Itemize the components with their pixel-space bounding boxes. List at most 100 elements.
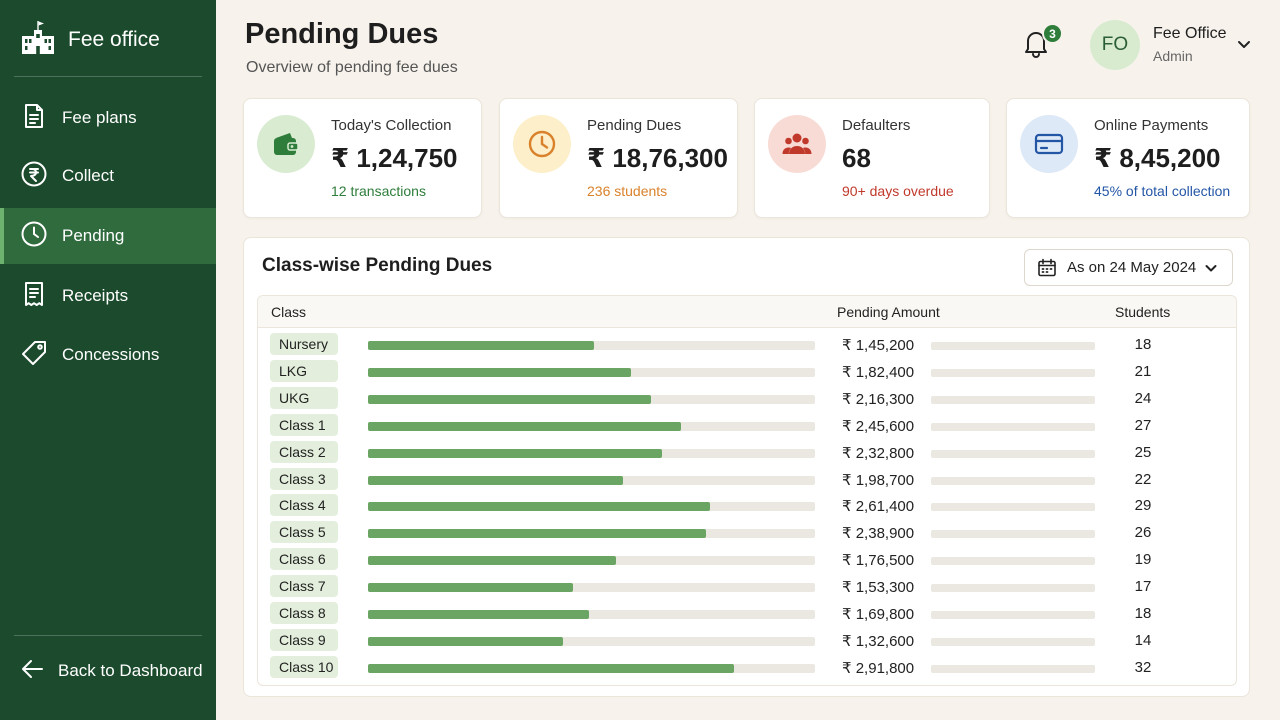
pending-bar-fill xyxy=(368,663,735,673)
class-chip: Class 3 xyxy=(270,467,338,490)
pending-bar-fill xyxy=(368,475,623,485)
pending-amount: ₹ 2,45,600 xyxy=(842,417,915,435)
calendar-icon xyxy=(1038,258,1056,276)
student-count: 18 xyxy=(1134,336,1152,353)
table-row[interactable]: Class 2 ₹ 2,32,800 25 xyxy=(258,439,1236,466)
table-row[interactable]: Class 5 ₹ 2,38,900 26 xyxy=(258,519,1236,546)
sidebar-divider xyxy=(14,76,202,77)
notifications-button[interactable] xyxy=(1022,28,1054,60)
student-count: 17 xyxy=(1134,578,1152,596)
pending-bar-track xyxy=(368,556,815,566)
column-header-class: Class xyxy=(271,304,307,320)
pending-bar-track xyxy=(368,475,815,485)
amount-bar-track xyxy=(931,395,1095,404)
student-count: 25 xyxy=(1134,443,1152,461)
student-count: 24 xyxy=(1134,389,1152,407)
pending-amount: ₹ 1,76,500 xyxy=(842,552,915,570)
pending-bar-fill xyxy=(368,636,563,646)
amount-bar-track xyxy=(931,503,1095,512)
student-count: 18 xyxy=(1134,605,1152,622)
class-chip: Nursery xyxy=(270,333,338,355)
credit-card-icon xyxy=(1020,115,1078,173)
stat-value: ₹ 18,76,300 xyxy=(587,143,728,173)
amount-bar-track xyxy=(931,557,1095,566)
student-count: 14 xyxy=(1134,631,1152,649)
student-count: 27 xyxy=(1134,416,1152,434)
pending-bar-track xyxy=(368,636,815,646)
sidebar-item-concessions[interactable]: Concessions xyxy=(0,327,216,383)
stat-label: Today's Collection xyxy=(331,117,452,134)
user-role: Admin xyxy=(1153,48,1193,64)
student-count: 21 xyxy=(1134,362,1152,380)
sidebar-item-label: Pending xyxy=(62,226,125,245)
class-chip: Class 2 xyxy=(270,440,338,463)
stat-subtext: 45% of total collection xyxy=(1094,183,1231,199)
stat-card-todays-collection: Today's Collection ₹ 1,24,750 12 transac… xyxy=(243,98,482,218)
school-building-icon xyxy=(20,20,56,61)
pending-bar-track xyxy=(368,583,815,593)
user-menu-chevron[interactable] xyxy=(1236,36,1252,52)
pending-bar-track xyxy=(368,610,815,619)
back-to-dashboard-link[interactable]: Back to Dashboard xyxy=(0,648,216,694)
table-row[interactable]: Class 1 ₹ 2,45,600 27 xyxy=(258,412,1236,439)
panel-title: Class-wise Pending Dues xyxy=(262,255,493,276)
pending-bar-fill xyxy=(368,367,631,377)
table-row[interactable]: Class 4 ₹ 2,61,400 29 xyxy=(258,492,1236,519)
student-count: 19 xyxy=(1134,551,1152,569)
pending-amount: ₹ 1,45,200 xyxy=(842,337,915,354)
table-row[interactable]: Class 6 ₹ 1,76,500 19 xyxy=(258,546,1236,573)
class-chip: Class 5 xyxy=(270,521,338,544)
table-row[interactable]: Class 7 ₹ 1,53,300 17 xyxy=(258,573,1236,600)
table-row[interactable]: Class 3 ₹ 1,98,700 22 xyxy=(258,466,1236,493)
pending-bar-fill xyxy=(368,421,681,431)
pending-amount: ₹ 1,69,800 xyxy=(842,606,915,623)
avatar[interactable]: FO xyxy=(1090,20,1140,70)
amount-bar-track xyxy=(931,584,1095,593)
sidebar-item-fee-plans[interactable]: Fee plans xyxy=(0,90,216,146)
table-row[interactable]: Class 8 ₹ 1,69,800 18 xyxy=(258,600,1236,627)
stat-card-online-payments: Online Payments ₹ 8,45,200 45% of total … xyxy=(1006,98,1250,218)
table-row[interactable]: Class 10 ₹ 2,91,800 32 xyxy=(258,654,1236,681)
pending-bar-fill xyxy=(368,341,594,350)
table-row[interactable]: Nursery ₹ 1,45,200 18 xyxy=(258,331,1236,358)
class-chip: Class 7 xyxy=(270,575,338,598)
student-count: 26 xyxy=(1134,524,1152,542)
column-header-pending-amount: Pending Amount xyxy=(837,304,940,320)
amount-bar-track xyxy=(931,342,1095,350)
brand[interactable]: Fee office xyxy=(20,20,160,60)
sidebar-item-label: Concessions xyxy=(62,345,160,364)
pending-bar-track xyxy=(368,367,815,377)
arrow-left-icon xyxy=(20,656,46,687)
stat-card-defaulters: Defaulters 68 90+ days overdue xyxy=(754,98,990,218)
amount-bar-track xyxy=(931,368,1095,377)
amount-bar-track xyxy=(931,637,1095,646)
page-subtitle: Overview of pending fee dues xyxy=(246,59,458,76)
wallet-icon xyxy=(257,115,315,173)
users-icon xyxy=(768,115,826,173)
table-row[interactable]: UKG ₹ 2,16,300 24 xyxy=(258,385,1236,412)
sidebar-item-pending[interactable]: Pending xyxy=(0,208,216,264)
sidebar-item-collect[interactable]: Collect xyxy=(0,148,216,204)
pending-bar-fill xyxy=(368,502,710,512)
pending-amount: ₹ 2,61,400 xyxy=(842,498,915,516)
table-row[interactable]: Class 9 ₹ 1,32,600 14 xyxy=(258,627,1236,654)
table-row[interactable]: LKG ₹ 1,82,400 21 xyxy=(258,358,1236,385)
stat-label: Defaulters xyxy=(842,117,911,134)
class-chip: Class 4 xyxy=(270,494,338,517)
pending-amount: ₹ 2,16,300 xyxy=(842,390,915,408)
sidebar-item-receipts[interactable]: Receipts xyxy=(0,268,216,324)
pending-bar-track xyxy=(368,502,815,512)
class-chip: UKG xyxy=(270,386,338,409)
date-picker[interactable]: As on 24 May 2024 xyxy=(1024,249,1233,286)
table-header: Class Pending Amount Students xyxy=(258,296,1236,328)
pending-bar-track xyxy=(368,663,815,673)
pending-bar-track xyxy=(368,341,815,350)
user-name: Fee Office xyxy=(1153,25,1227,42)
student-count: 32 xyxy=(1134,658,1152,676)
page-title: Pending Dues xyxy=(245,18,439,50)
clock-icon xyxy=(20,220,48,253)
pending-amount: ₹ 1,32,600 xyxy=(842,632,915,650)
pending-bar-track xyxy=(368,394,815,404)
amount-bar-track xyxy=(931,476,1095,485)
student-count: 29 xyxy=(1134,497,1152,515)
